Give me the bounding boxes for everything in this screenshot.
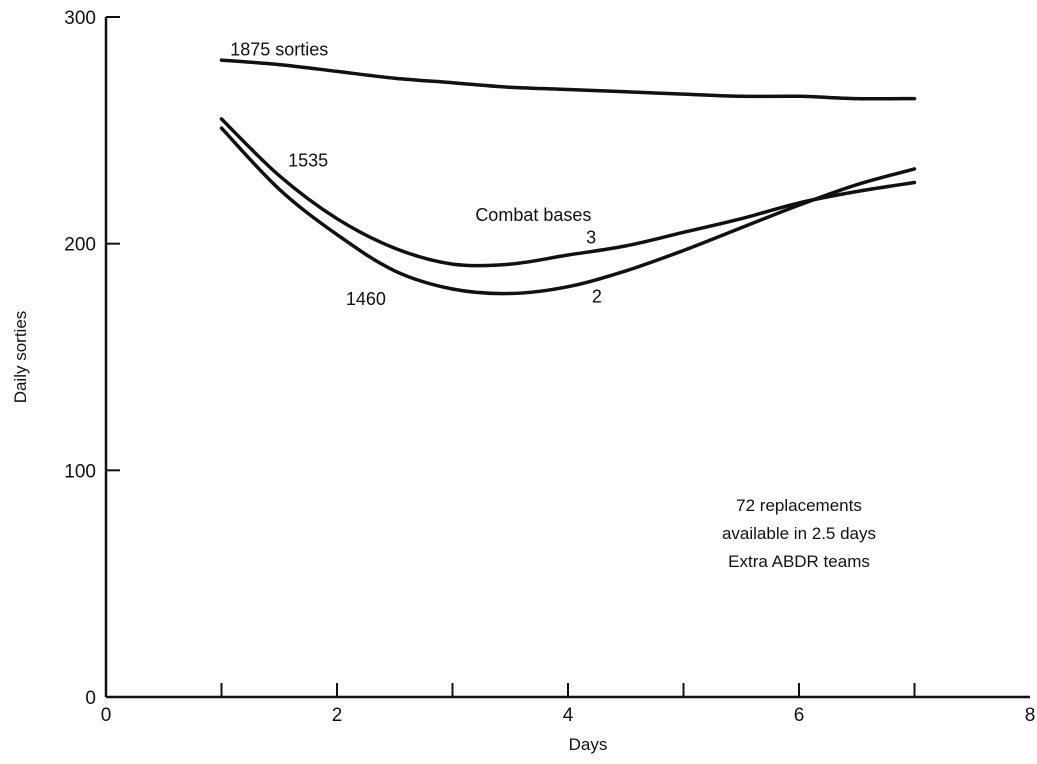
x-tick-label: 8 xyxy=(1025,705,1036,726)
ticks: 0 100 200 300 0 2 4 6 8 xyxy=(64,8,1035,726)
annotations: 1875 sorties 1535 Combat bases 3 1460 2 xyxy=(230,40,602,309)
y-tick-label: 0 xyxy=(85,688,96,709)
x-tick-label: 6 xyxy=(794,705,805,726)
note-text: 72 replacements available in 2.5 days Extr… xyxy=(722,496,876,571)
x-tick-label: 2 xyxy=(332,705,343,726)
curve-annotation: 1460 xyxy=(346,289,386,309)
y-tick-label: 300 xyxy=(64,8,96,29)
x-tick-label: 0 xyxy=(101,705,112,726)
series xyxy=(219,58,917,296)
note-line: available in 2.5 days xyxy=(722,524,876,543)
y-axis-title: Daily sorties xyxy=(11,311,30,404)
y-tick-label: 100 xyxy=(64,461,96,482)
series-line-1 xyxy=(219,58,917,101)
curve-annotation: 3 xyxy=(586,228,596,248)
curve-annotation: 1875 sorties xyxy=(230,40,328,60)
curve-annotation: Combat bases xyxy=(475,205,591,225)
y-tick-label: 200 xyxy=(64,235,96,256)
axes xyxy=(104,17,1030,699)
note-line: 72 replacements xyxy=(736,496,862,515)
x-axis-title: Days xyxy=(569,735,608,754)
x-tick-label: 4 xyxy=(563,705,574,726)
series-line-2 xyxy=(219,117,917,268)
note-line: Extra ABDR teams xyxy=(728,552,870,571)
curve-annotation: 2 xyxy=(592,287,602,307)
series-line-3 xyxy=(219,126,917,296)
curve-annotation: 1535 xyxy=(288,151,328,171)
